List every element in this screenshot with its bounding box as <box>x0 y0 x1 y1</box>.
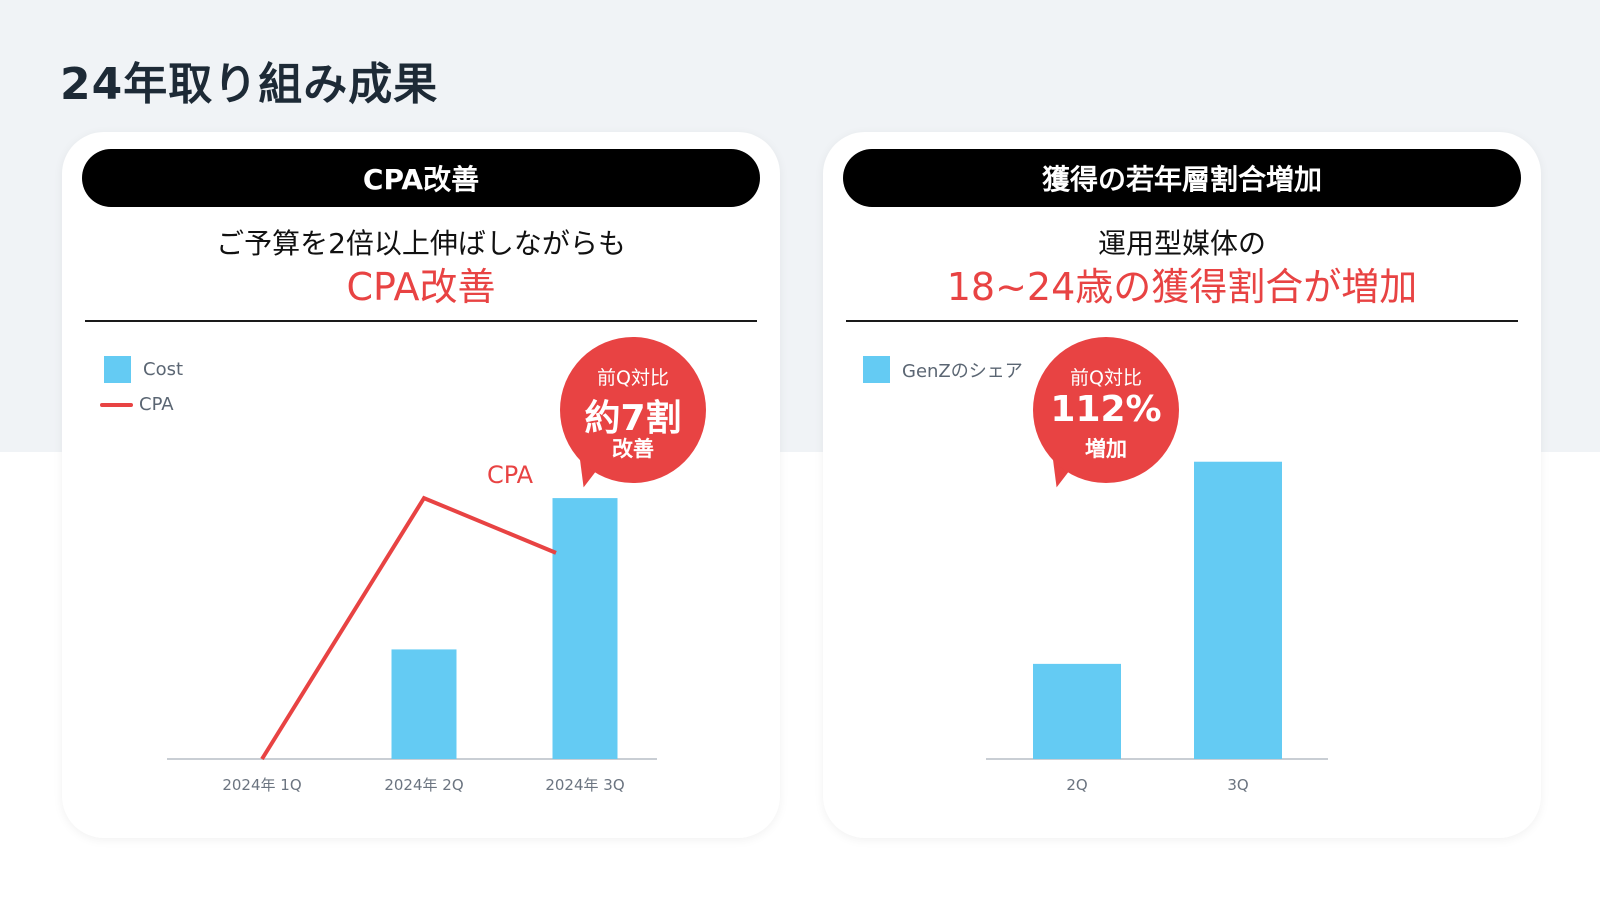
badge-circle: 前Q対比 112% 増加 <box>1033 337 1179 483</box>
bar-2 <box>391 649 457 759</box>
cpa-card-headline: CPA改善 <box>346 265 496 309</box>
cpa-card-header: CPA改善 <box>82 149 760 207</box>
genz-card-header: 獲得の若年層割合増加 <box>843 149 1521 207</box>
genz-card: 獲得の若年層割合増加 運用型媒体の 18~24歳の獲得割合が増加 GenZのシェ… <box>823 132 1541 838</box>
legend-item-cpa: CPA <box>100 394 174 415</box>
page-title: 24年取り組み成果 <box>60 59 439 110</box>
badge-value: 112% <box>1050 389 1162 430</box>
x-tick-label: 2Q <box>1066 776 1087 794</box>
x-tick-label: 2024年 1Q <box>222 776 301 794</box>
legend-swatch-cost <box>104 356 131 383</box>
genz-share-chart: 2Q 3Q <box>986 461 1328 794</box>
legend-label-cpa: CPA <box>139 394 174 415</box>
legend-item-genz: GenZのシェア <box>863 356 1023 383</box>
legend-label-cost: Cost <box>143 359 184 380</box>
badge-caption: 前Q対比 <box>1070 367 1142 389</box>
badge-caption: 前Q対比 <box>597 367 669 389</box>
bar-3 <box>552 498 618 759</box>
badge-circle: 前Q対比 約7割 改善 <box>560 337 706 483</box>
badge-label: 増加 <box>1085 437 1127 461</box>
legend-label-genz: GenZのシェア <box>902 360 1023 382</box>
divider <box>85 320 757 322</box>
legend-swatch-genz <box>863 356 890 383</box>
cpa-cost-chart: 2024年 1Q 2024年 2Q 2024年 3Q CPA <box>167 461 657 794</box>
x-tick-label: 2024年 3Q <box>545 776 624 794</box>
badge-label: 改善 <box>612 437 654 461</box>
legend-item-cost: Cost <box>104 356 183 383</box>
x-tick-label: 2024年 2Q <box>384 776 463 794</box>
genz-card-subtitle: 運用型媒体の <box>1097 227 1266 260</box>
bar-2 <box>1194 461 1282 759</box>
legend-swatch-cpa <box>100 402 133 407</box>
series-line-cpa <box>260 495 557 761</box>
x-tick-label: 3Q <box>1227 776 1248 794</box>
divider <box>846 320 1518 322</box>
genz-card-headline: 18~24歳の獲得割合が増加 <box>946 265 1418 309</box>
cpa-annotation: CPA <box>487 461 534 489</box>
bar-1 <box>1033 663 1121 759</box>
cpa-card-subtitle: ご予算を2倍以上伸ばしながらも <box>216 227 626 260</box>
cpa-card: CPA改善 ご予算を2倍以上伸ばしながらも CPA改善 Cost CPA 202… <box>62 132 780 838</box>
badge-value: 約7割 <box>584 398 682 439</box>
